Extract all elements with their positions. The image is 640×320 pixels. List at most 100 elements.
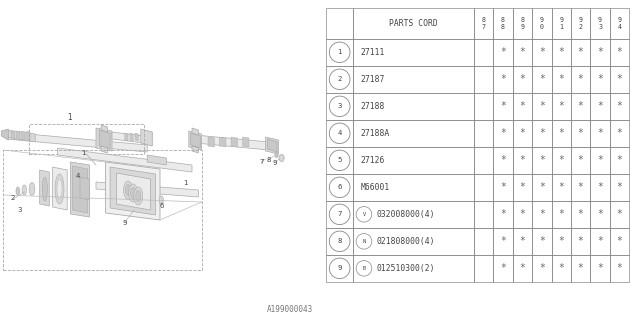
Polygon shape bbox=[266, 137, 278, 154]
Text: *: * bbox=[558, 128, 564, 138]
Bar bbox=[326, 174, 353, 201]
Bar bbox=[571, 174, 590, 201]
Text: *: * bbox=[616, 209, 623, 219]
Bar bbox=[353, 39, 474, 66]
Polygon shape bbox=[268, 139, 277, 152]
Text: 1: 1 bbox=[183, 180, 188, 186]
Bar bbox=[493, 120, 513, 147]
Bar bbox=[29, 124, 144, 154]
Bar bbox=[474, 8, 493, 39]
Polygon shape bbox=[101, 146, 108, 153]
Text: *: * bbox=[539, 47, 545, 57]
Bar bbox=[610, 201, 629, 228]
Text: 032008000(4): 032008000(4) bbox=[376, 210, 435, 219]
Text: *: * bbox=[616, 128, 623, 138]
Text: *: * bbox=[500, 47, 506, 57]
Text: 27188A: 27188A bbox=[361, 129, 390, 138]
Bar bbox=[326, 228, 353, 255]
Text: *: * bbox=[520, 182, 525, 192]
Bar bbox=[610, 228, 629, 255]
Bar bbox=[552, 201, 571, 228]
Text: *: * bbox=[558, 209, 564, 219]
Text: 021808000(4): 021808000(4) bbox=[376, 237, 435, 246]
Bar bbox=[493, 228, 513, 255]
Bar bbox=[590, 39, 610, 66]
Polygon shape bbox=[70, 162, 90, 217]
Text: *: * bbox=[616, 101, 623, 111]
Bar bbox=[474, 93, 493, 120]
Text: *: * bbox=[500, 236, 506, 246]
Bar bbox=[552, 255, 571, 282]
Text: 012510300(2): 012510300(2) bbox=[376, 264, 435, 273]
Text: *: * bbox=[558, 263, 564, 273]
Text: *: * bbox=[520, 263, 525, 273]
Bar bbox=[493, 39, 513, 66]
Bar bbox=[493, 201, 513, 228]
Polygon shape bbox=[243, 137, 249, 147]
Bar bbox=[353, 147, 474, 174]
Bar bbox=[513, 39, 532, 66]
Bar bbox=[493, 147, 513, 174]
Ellipse shape bbox=[129, 184, 138, 202]
Polygon shape bbox=[27, 131, 30, 140]
Polygon shape bbox=[189, 131, 202, 150]
Bar bbox=[571, 93, 590, 120]
Polygon shape bbox=[208, 137, 214, 147]
Text: A199000043: A199000043 bbox=[268, 305, 314, 314]
Ellipse shape bbox=[131, 188, 136, 198]
Text: *: * bbox=[597, 128, 603, 138]
Text: *: * bbox=[500, 101, 506, 111]
Bar bbox=[532, 228, 552, 255]
Bar bbox=[513, 201, 532, 228]
Polygon shape bbox=[195, 135, 269, 150]
Bar bbox=[590, 255, 610, 282]
Bar bbox=[552, 66, 571, 93]
Bar bbox=[353, 228, 474, 255]
Bar bbox=[326, 120, 353, 147]
Text: *: * bbox=[616, 236, 623, 246]
Text: 27126: 27126 bbox=[361, 156, 385, 165]
Bar bbox=[513, 228, 532, 255]
Text: *: * bbox=[500, 74, 506, 84]
Bar bbox=[590, 8, 610, 39]
Text: M66001: M66001 bbox=[361, 183, 390, 192]
Polygon shape bbox=[99, 130, 110, 149]
Bar bbox=[590, 174, 610, 201]
Bar bbox=[474, 120, 493, 147]
Ellipse shape bbox=[57, 179, 62, 199]
Bar bbox=[3, 150, 202, 270]
Polygon shape bbox=[12, 131, 15, 140]
Ellipse shape bbox=[136, 190, 141, 202]
Bar bbox=[610, 8, 629, 39]
Bar bbox=[326, 8, 353, 39]
Bar bbox=[493, 66, 513, 93]
Text: *: * bbox=[500, 209, 506, 219]
Ellipse shape bbox=[134, 187, 143, 205]
Text: 3: 3 bbox=[337, 103, 342, 109]
Bar bbox=[610, 255, 629, 282]
Bar bbox=[353, 66, 474, 93]
Text: PARTS CORD: PARTS CORD bbox=[389, 19, 438, 28]
Bar bbox=[571, 8, 590, 39]
Polygon shape bbox=[110, 167, 156, 215]
Bar bbox=[571, 120, 590, 147]
Text: *: * bbox=[500, 155, 506, 165]
Text: *: * bbox=[539, 128, 545, 138]
Polygon shape bbox=[96, 182, 198, 197]
Bar bbox=[532, 120, 552, 147]
Text: *: * bbox=[558, 101, 564, 111]
Text: 1: 1 bbox=[67, 113, 72, 122]
Text: *: * bbox=[500, 128, 506, 138]
Ellipse shape bbox=[55, 174, 64, 204]
Text: *: * bbox=[616, 182, 623, 192]
Bar bbox=[474, 39, 493, 66]
Bar bbox=[590, 147, 610, 174]
Bar bbox=[513, 147, 532, 174]
Polygon shape bbox=[72, 166, 88, 213]
Text: *: * bbox=[597, 263, 603, 273]
Text: 27188: 27188 bbox=[361, 102, 385, 111]
Text: *: * bbox=[520, 74, 525, 84]
Bar bbox=[513, 93, 532, 120]
Text: 9
3: 9 3 bbox=[598, 17, 602, 30]
Text: *: * bbox=[539, 101, 545, 111]
